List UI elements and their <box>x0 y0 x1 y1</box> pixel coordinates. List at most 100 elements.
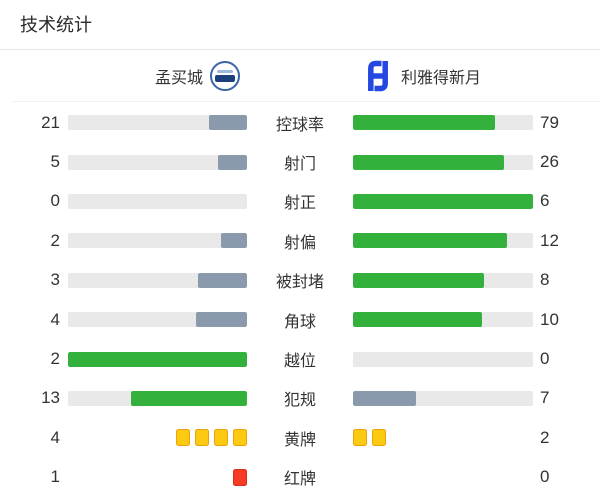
away-bar <box>353 351 533 367</box>
home-value: 2 <box>50 230 60 250</box>
home-bar <box>68 312 247 328</box>
home-bar-fill <box>195 312 247 328</box>
away-value: 12 <box>540 230 559 250</box>
home-value: 21 <box>41 112 60 132</box>
away-bar <box>353 272 533 288</box>
home-bar-track <box>68 154 247 170</box>
home-bar <box>68 429 247 447</box>
home-bar-track <box>68 272 247 288</box>
away-value: 6 <box>540 191 550 211</box>
stat-row-角球: 4 角球 10 <box>0 300 600 339</box>
yellow-card-icon <box>353 429 367 447</box>
away-bar-track <box>353 351 533 367</box>
away-bar-fill <box>353 233 508 249</box>
away-bar-track <box>353 193 533 209</box>
stat-label: 被封堵 <box>275 274 324 292</box>
away-cards <box>353 429 533 447</box>
home-value: 13 <box>41 388 60 408</box>
away-bar-fill <box>353 193 533 209</box>
stat-row-黄牌: 4 黄牌 2 <box>0 418 600 457</box>
yellow-card-icon <box>233 429 247 447</box>
away-bar-fill <box>353 312 482 328</box>
away-value: 79 <box>540 112 559 132</box>
stat-row-射门: 5 射门 26 <box>0 142 600 181</box>
home-value: 3 <box>50 270 60 290</box>
home-bar-fill <box>68 351 247 367</box>
away-bar-track <box>353 233 533 249</box>
away-bar-fill <box>353 272 484 288</box>
yellow-card-icon <box>195 429 209 447</box>
stat-row-红牌: 1 红牌 0 <box>0 458 600 497</box>
home-value: 2 <box>50 349 60 369</box>
home-bar <box>68 115 247 131</box>
home-bar <box>68 351 247 367</box>
home-bar-track <box>68 312 247 328</box>
home-bar-track <box>68 390 247 406</box>
away-bar <box>353 390 533 406</box>
home-bar-track <box>68 115 247 131</box>
away-bar <box>353 193 533 209</box>
away-bar-track <box>353 154 533 170</box>
home-cards <box>68 429 247 447</box>
stats-rows: 21 控球率 79 5 射门 26 0 射正 6 2 射偏 12 3 被封堵 8 4 角球 10 2 越位 0 13 犯规 7… <box>0 102 600 497</box>
stat-label: 角球 <box>283 313 316 331</box>
stat-row-射偏: 2 射偏 12 <box>0 221 600 260</box>
stat-row-被封堵: 3 被封堵 8 <box>0 261 600 300</box>
away-bar-track <box>353 390 533 406</box>
stat-row-控球率: 21 控球率 79 <box>0 103 600 142</box>
home-bar-fill <box>218 154 247 170</box>
away-bar-fill <box>353 115 496 131</box>
team-away: 利雅得新月 <box>362 50 481 101</box>
away-bar <box>353 312 533 328</box>
al-hilal-logo-icon <box>368 60 388 91</box>
away-value: 2 <box>540 427 550 447</box>
home-bar <box>68 390 247 406</box>
away-bar-track <box>353 312 533 328</box>
red-card-icon <box>233 468 247 486</box>
home-value: 4 <box>50 309 60 329</box>
stat-row-越位: 2 越位 0 <box>0 339 600 378</box>
home-bar <box>68 272 247 288</box>
home-bar <box>68 233 247 249</box>
away-value: 10 <box>540 309 559 329</box>
home-bar-track <box>68 233 247 249</box>
page-title: 技术统计 <box>20 15 92 35</box>
away-value: 8 <box>540 270 550 290</box>
stat-label: 射偏 <box>283 234 316 252</box>
away-bar-fill <box>353 390 416 406</box>
away-bar-fill <box>353 154 505 170</box>
away-bar <box>353 115 533 131</box>
stat-label: 犯规 <box>283 392 316 410</box>
stat-label: 射正 <box>283 195 316 213</box>
home-bar <box>68 468 247 486</box>
mumbai-city-logo-icon <box>210 60 240 91</box>
teams-divider <box>12 101 600 102</box>
stat-label: 射门 <box>283 156 316 174</box>
stat-label: 黄牌 <box>283 431 316 449</box>
home-value: 0 <box>50 191 60 211</box>
stat-label: 红牌 <box>283 471 316 489</box>
home-bar-track <box>68 193 247 209</box>
home-bar-fill <box>130 390 247 406</box>
home-value: 4 <box>50 427 60 447</box>
home-bar-fill <box>198 272 247 288</box>
team-home: 孟买城 <box>0 50 240 101</box>
stat-row-犯规: 13 犯规 7 <box>0 379 600 418</box>
home-cards <box>68 468 247 486</box>
away-value: 0 <box>540 349 550 369</box>
yellow-card-icon <box>214 429 228 447</box>
stat-row-射正: 0 射正 6 <box>0 182 600 221</box>
away-bar-track <box>353 115 533 131</box>
team-away-name: 利雅得新月 <box>401 69 482 87</box>
home-bar <box>68 154 247 170</box>
stat-label: 控球率 <box>275 116 324 134</box>
away-bar <box>353 429 533 447</box>
home-bar-track <box>68 351 247 367</box>
header-divider <box>0 49 600 50</box>
away-value: 0 <box>540 467 550 487</box>
home-value: 5 <box>50 152 60 172</box>
yellow-card-icon <box>372 429 386 447</box>
home-bar <box>68 193 247 209</box>
home-bar-fill <box>221 233 247 249</box>
